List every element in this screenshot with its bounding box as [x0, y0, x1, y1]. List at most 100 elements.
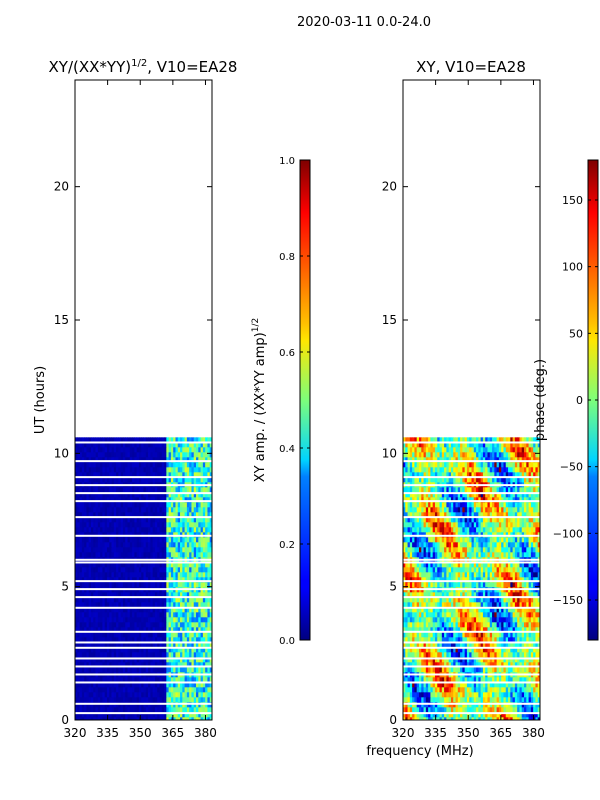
heatmap-cell: [86, 517, 90, 523]
heatmap-cell: [524, 542, 527, 548]
heatmap-cell: [409, 472, 413, 478]
heatmap-cell: [152, 537, 156, 543]
heatmap-cell: [113, 467, 117, 473]
heatmap-cell: [141, 442, 144, 448]
heatmap-cell: [189, 492, 192, 498]
heatmap-cell: [161, 682, 165, 688]
heatmap-cell: [191, 592, 195, 598]
heatmap-cell: [93, 562, 96, 568]
heatmap-cell: [106, 612, 110, 618]
heatmap-cell: [100, 437, 103, 443]
heatmap-cell: [148, 542, 151, 548]
heatmap-cell: [437, 502, 440, 508]
heatmap-cell: [182, 612, 185, 618]
heatmap-cell: [152, 707, 156, 713]
heatmap-cell: [405, 512, 408, 518]
heatmap-cell: [125, 602, 128, 608]
heatmap-cell: [209, 622, 212, 628]
heatmap-cell: [143, 452, 147, 458]
heatmap-cell: [492, 522, 495, 528]
heatmap-cell: [93, 457, 96, 463]
heatmap-cell: [154, 707, 158, 713]
heatmap-cell: [168, 567, 172, 573]
heatmap-cell: [84, 572, 87, 578]
heatmap-cell: [143, 687, 147, 693]
heatmap-cell: [120, 462, 124, 468]
heatmap-cell: [148, 507, 151, 513]
heatmap-cell: [453, 452, 456, 458]
heatmap-cell: [125, 507, 128, 513]
heatmap-cell: [132, 467, 135, 473]
left-heatmap: [75, 437, 212, 720]
heatmap-cell: [200, 492, 204, 498]
heatmap-cell: [134, 702, 138, 708]
heatmap-cell: [161, 647, 165, 653]
heatmap-cell: [466, 507, 470, 513]
heatmap-cell: [492, 502, 495, 508]
heatmap-cell: [457, 537, 461, 543]
heatmap-cell: [492, 437, 495, 443]
heatmap-cell: [182, 507, 185, 513]
heatmap-cell: [182, 682, 185, 688]
heatmap-cell: [109, 617, 112, 623]
heatmap-cell: [498, 437, 502, 443]
heatmap-cell: [152, 517, 156, 523]
heatmap-cell: [421, 522, 424, 528]
heatmap-cell: [173, 542, 176, 548]
heatmap-cell: [416, 497, 420, 503]
heatmap-cell: [148, 577, 151, 583]
heatmap-cell: [90, 492, 94, 498]
heatmap-cell: [118, 467, 122, 473]
heatmap-cell: [198, 677, 201, 683]
heatmap-cell: [170, 502, 174, 508]
heatmap-cell: [202, 462, 206, 468]
heatmap-cell: [150, 497, 154, 503]
heatmap-cell: [166, 487, 170, 493]
heatmap-cell: [514, 512, 518, 518]
heatmap-cell: [537, 462, 540, 468]
heatmap-cell: [148, 537, 151, 543]
heatmap-cell: [111, 452, 115, 458]
heatmap-cell: [533, 472, 536, 478]
heatmap-cell: [526, 507, 529, 513]
heatmap-cell: [425, 527, 429, 533]
heatmap-cell: [122, 562, 126, 568]
heatmap-cell: [84, 647, 87, 653]
heatmap-cell: [209, 492, 212, 498]
heatmap-cell: [150, 437, 154, 443]
heatmap-cell: [416, 477, 420, 483]
heatmap-cell: [473, 477, 477, 483]
heatmap-cell: [182, 652, 185, 658]
heatmap-cell: [182, 712, 185, 718]
heatmap-cell: [116, 642, 119, 648]
heatmap-cell: [457, 542, 461, 548]
heatmap-cell: [86, 552, 90, 558]
heatmap-cell: [97, 517, 101, 523]
heatmap-cell: [428, 497, 431, 503]
heatmap-cell: [116, 692, 119, 698]
heatmap-cell: [462, 462, 466, 468]
heatmap-cell: [116, 717, 119, 720]
heatmap-cell: [120, 572, 124, 578]
heatmap-cell: [152, 592, 156, 598]
heatmap-cell: [77, 592, 80, 598]
heatmap-cell: [482, 462, 486, 468]
heatmap-cell: [157, 522, 160, 528]
heatmap-cell: [120, 492, 124, 498]
heatmap-cell: [537, 522, 540, 528]
heatmap-cell: [111, 612, 115, 618]
heatmap-cell: [132, 547, 135, 553]
heatmap-cell: [111, 487, 115, 493]
heatmap-cell: [200, 457, 204, 463]
heatmap-cell: [118, 632, 122, 638]
heatmap-cell: [90, 507, 94, 513]
heatmap-cell: [95, 692, 99, 698]
heatmap-cell: [473, 497, 477, 503]
heatmap-cell: [191, 542, 195, 548]
heatmap-cell: [505, 552, 509, 558]
heatmap-cell: [537, 492, 540, 498]
heatmap-cell: [466, 537, 470, 543]
heatmap-cell: [425, 447, 429, 453]
heatmap-cell: [132, 582, 135, 588]
heatmap-cell: [132, 437, 135, 443]
